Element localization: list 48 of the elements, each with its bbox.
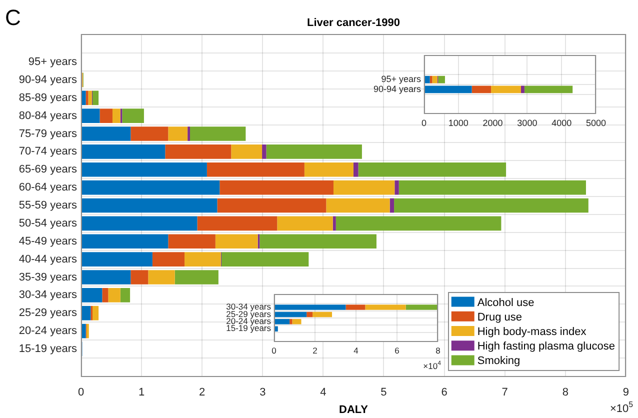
- y-tick-label: 70-74 years: [18, 146, 78, 158]
- x-axis-title: DALY: [339, 404, 369, 416]
- x-tick-label: 9: [622, 386, 630, 399]
- y-tick-label: 95+ years: [381, 74, 422, 84]
- x-tick-label: 6: [441, 386, 448, 399]
- legend-label: Alcohol use: [477, 296, 534, 309]
- x-tick-label: 0: [78, 386, 84, 399]
- y-tick-label: 15-19 years: [18, 343, 78, 356]
- x-tick-label: 7: [502, 386, 508, 399]
- legend-label: Smoking: [477, 355, 520, 368]
- x-tick-label: 4000: [552, 118, 572, 128]
- y-tick-label: 50-54 years: [18, 217, 78, 230]
- chart-title: Liver cancer-1990: [306, 17, 400, 29]
- x-tick-label: 8: [436, 345, 441, 356]
- y-tick-label: 45-49 years: [18, 235, 78, 248]
- y-tick-label: 65-69 years: [18, 164, 78, 176]
- y-tick-label: 80-84 years: [18, 110, 78, 122]
- legend-label: High body-mass index: [477, 326, 587, 338]
- y-tick-label: 25-29 years: [18, 307, 78, 320]
- y-tick-label: 85-89 years: [18, 92, 78, 104]
- x-tick-label: 4: [354, 345, 359, 356]
- legend-label: High fasting plasma glucose: [477, 340, 615, 353]
- legend-label: Drug use: [477, 311, 522, 324]
- x-tick-label: 3000: [517, 118, 538, 128]
- y-tick-label: 20-24 years: [18, 325, 78, 338]
- y-tick-label: 55-59 years: [18, 200, 78, 212]
- x-tick-label: 2000: [482, 118, 503, 128]
- x-tick-label: 0: [272, 345, 277, 356]
- y-tick-label: 90-94 years: [18, 74, 78, 86]
- x-tick-label: 2: [199, 386, 206, 399]
- text: C: [5, 5, 21, 30]
- y-tick-label: 30-34 years: [18, 289, 78, 302]
- y-tick-label: 90-94 years: [373, 84, 422, 94]
- x-tick-label: 1000: [448, 118, 468, 128]
- x-tick-label: 6: [394, 345, 400, 356]
- x-tick-label: 3: [260, 386, 266, 399]
- x-tick-label: 2: [312, 345, 318, 356]
- x-tick-label: 5: [380, 386, 387, 399]
- x-tick-label: 1: [138, 386, 145, 399]
- y-tick-label: 95+ years: [28, 56, 78, 68]
- y-tick-label: 40-44 years: [18, 253, 78, 266]
- x-tick-label: 4: [320, 386, 326, 399]
- x-tick-label: 8: [562, 386, 568, 399]
- y-tick-label: 35-39 years: [18, 271, 78, 284]
- x-tick-label: 0: [421, 118, 427, 128]
- y-tick-label: 75-79 years: [18, 128, 78, 140]
- x-tick-label: 5000: [586, 118, 606, 128]
- y-tick-label: 60-64 years: [18, 182, 78, 194]
